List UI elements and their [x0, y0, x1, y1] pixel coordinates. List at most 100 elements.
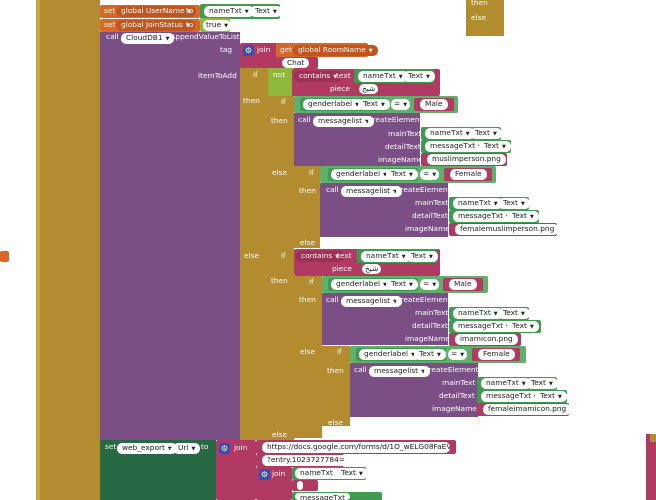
true-boolean-block[interactable]: true ▼: [200, 18, 232, 32]
boolean-dropdown[interactable]: true ▼: [203, 20, 232, 31]
component-dropdown[interactable]: nameTxt▼: [481, 378, 531, 389]
genderlabel-text-getter[interactable]: genderlabel ▼ Text ▼: [328, 278, 418, 291]
if-gender-male-block[interactable]: [294, 276, 322, 438]
text-literal[interactable]: ?entry.1023727784=: [262, 455, 350, 466]
var-dropdown[interactable]: global JoinStatus ▼: [116, 20, 195, 31]
text-literal[interactable]: femalemuslimperson.png: [455, 224, 560, 235]
entry-text-block[interactable]: ?entry.1023727784=: [256, 454, 350, 467]
contains-dropdown[interactable]: contains ▼: [294, 71, 343, 82]
property-dropdown[interactable]: Text ▼: [386, 169, 418, 180]
get-roomname-block[interactable]: get global RoomName ▼: [276, 43, 378, 57]
url-join-block[interactable]: ⚙ join: [216, 440, 256, 500]
inner-join-block[interactable]: ⚙ join: [256, 467, 292, 500]
nametxt-text-getter[interactable]: nameTxt▼ Text▼: [449, 307, 530, 320]
nametxt-text-getter[interactable]: nameTxt▼ Text▼: [354, 69, 435, 83]
operator-dropdown[interactable]: = ▼: [391, 99, 411, 110]
if-gender-male-block[interactable]: [268, 96, 294, 250]
value-text-block[interactable]: Female: [444, 168, 492, 181]
component-dropdown[interactable]: nameTxt▼: [204, 6, 254, 17]
component-dropdown[interactable]: nameTxt▼: [361, 251, 411, 262]
property-dropdown[interactable]: Text ▼: [250, 6, 282, 17]
text-literal[interactable]: Male: [449, 279, 477, 290]
component-dropdown[interactable]: nameTxt▼: [425, 128, 475, 139]
value-text-block[interactable]: Male: [414, 98, 454, 111]
property-dropdown[interactable]: Text ▼: [358, 99, 390, 110]
property-dropdown[interactable]: Text ▼: [386, 279, 418, 290]
component-dropdown[interactable]: messageTxt▼: [425, 141, 487, 152]
property-dropdown[interactable]: Text ▼: [414, 349, 446, 360]
messagelist-dropdown[interactable]: messagelist ▼: [313, 116, 374, 127]
genderlabel-text-getter[interactable]: genderlabel ▼ Text ▼: [300, 98, 390, 111]
property-dropdown[interactable]: Text ▼: [526, 378, 558, 389]
property-dropdown[interactable]: Text ▼: [498, 198, 530, 209]
component-dropdown[interactable]: messageTxt▼: [453, 211, 515, 222]
property-dropdown[interactable]: Text ▼: [406, 251, 438, 262]
nametxt-text-getter[interactable]: nameTxt▼ Text▼: [477, 377, 558, 390]
property-dropdown[interactable]: Text ▼: [535, 391, 567, 402]
text-literal[interactable]: Chat: [282, 58, 310, 68]
component-dropdown[interactable]: nameTxt▼: [453, 198, 503, 209]
property-dropdown[interactable]: Text ▼: [479, 141, 511, 152]
contains-dropdown[interactable]: contains ▼: [296, 251, 345, 262]
component-dropdown[interactable]: nameTxt▼: [453, 308, 503, 319]
property-dropdown[interactable]: Text ▼: [403, 71, 435, 82]
url-text-block[interactable]: https://docs.google.com/forms/d/1O_wELG0…: [256, 440, 456, 454]
component-dropdown[interactable]: web_export ▼: [117, 443, 177, 454]
if-contains-block[interactable]: [268, 250, 294, 440]
component-dropdown[interactable]: messageTxt▼: [453, 321, 515, 332]
property-dropdown[interactable]: Text ▼: [507, 211, 539, 222]
operator-dropdown[interactable]: = ▼: [448, 349, 468, 360]
append-value-block[interactable]: [100, 32, 240, 440]
property-dropdown[interactable]: Text ▼: [507, 321, 539, 332]
property-dropdown[interactable]: Text ▼: [498, 308, 530, 319]
genderlabel-text-getter[interactable]: genderlabel ▼ Text ▼: [356, 348, 446, 361]
text-literal[interactable]: https://docs.google.com/forms/d/1O_wELG0…: [262, 442, 450, 453]
image-text-block[interactable]: muslimperson.png: [421, 153, 507, 166]
image-text-block[interactable]: femalemuslimperson.png: [449, 223, 560, 236]
text-literal[interactable]: muslimperson.png: [427, 154, 506, 165]
text-literal[interactable]: Female: [450, 169, 487, 180]
text-literal[interactable]: شيخ: [359, 84, 379, 94]
value-text-block[interactable]: Male: [443, 278, 483, 291]
piece-text-block[interactable]: شيخ: [357, 263, 385, 275]
text-literal[interactable]: imamicon.png: [455, 334, 518, 345]
gear-icon[interactable]: ⚙: [219, 443, 230, 454]
collapsed-block-stub[interactable]: [0, 251, 9, 262]
component-dropdown[interactable]: messageTxt: [295, 493, 351, 500]
component-dropdown[interactable]: messageTxt▼: [481, 391, 543, 402]
nametxt-text-getter[interactable]: nameTxt▼ Text▼: [292, 467, 368, 480]
messagetxt-text-getter[interactable]: messageTxt▼ Text▼: [449, 320, 541, 333]
gear-icon[interactable]: ⚙: [243, 45, 254, 56]
component-dropdown[interactable]: genderlabel ▼: [331, 169, 392, 180]
set-web-export-url-block[interactable]: set web_export ▼ . Url ▼ to: [100, 440, 216, 500]
property-dropdown[interactable]: Text ▼: [470, 128, 502, 139]
property-dropdown[interactable]: Url ▼: [173, 443, 201, 454]
component-dropdown[interactable]: nameTxt▼: [358, 71, 408, 82]
messagetxt-text-getter[interactable]: messageTxt: [292, 492, 382, 500]
messagetxt-text-getter[interactable]: messageTxt▼ Text▼: [477, 390, 567, 403]
if-gender-female-block[interactable]: [322, 346, 350, 426]
separator-text-block[interactable]: [292, 480, 318, 491]
nametxt-text-getter[interactable]: nameTxt▼ Text▼: [357, 249, 438, 263]
component-dropdown[interactable]: genderlabel ▼: [331, 279, 392, 290]
piece-text-block[interactable]: شيخ: [354, 83, 382, 95]
image-text-block[interactable]: femaleimamicon.png: [477, 403, 572, 416]
set-username-block[interactable]: set global UserName ▼ to: [100, 5, 200, 18]
operator-dropdown[interactable]: = ▼: [420, 279, 440, 290]
messagelist-dropdown[interactable]: messagelist ▼: [341, 186, 402, 197]
side-if-block[interactable]: [466, 0, 504, 36]
messagetxt-text-getter[interactable]: messageTxt▼ Text▼: [449, 210, 539, 223]
text-literal[interactable]: femaleimamicon.png: [483, 404, 572, 415]
if-not-contains-block[interactable]: [240, 68, 268, 440]
var-dropdown[interactable]: global UserName ▼: [116, 6, 197, 17]
text-literal[interactable]: Male: [420, 99, 448, 110]
outer-else-bar[interactable]: [78, 0, 100, 500]
operator-dropdown[interactable]: = ▼: [420, 169, 440, 180]
outer-if-block-spine[interactable]: [36, 0, 78, 500]
nametxt-text-getter[interactable]: nameTxt▼ Text▼: [449, 197, 530, 210]
offscreen-block-edge[interactable]: [646, 434, 656, 500]
genderlabel-text-getter[interactable]: genderlabel ▼ Text ▼: [328, 168, 418, 181]
value-text-block[interactable]: Female: [472, 348, 520, 361]
var-dropdown[interactable]: global RoomName ▼: [293, 45, 378, 56]
